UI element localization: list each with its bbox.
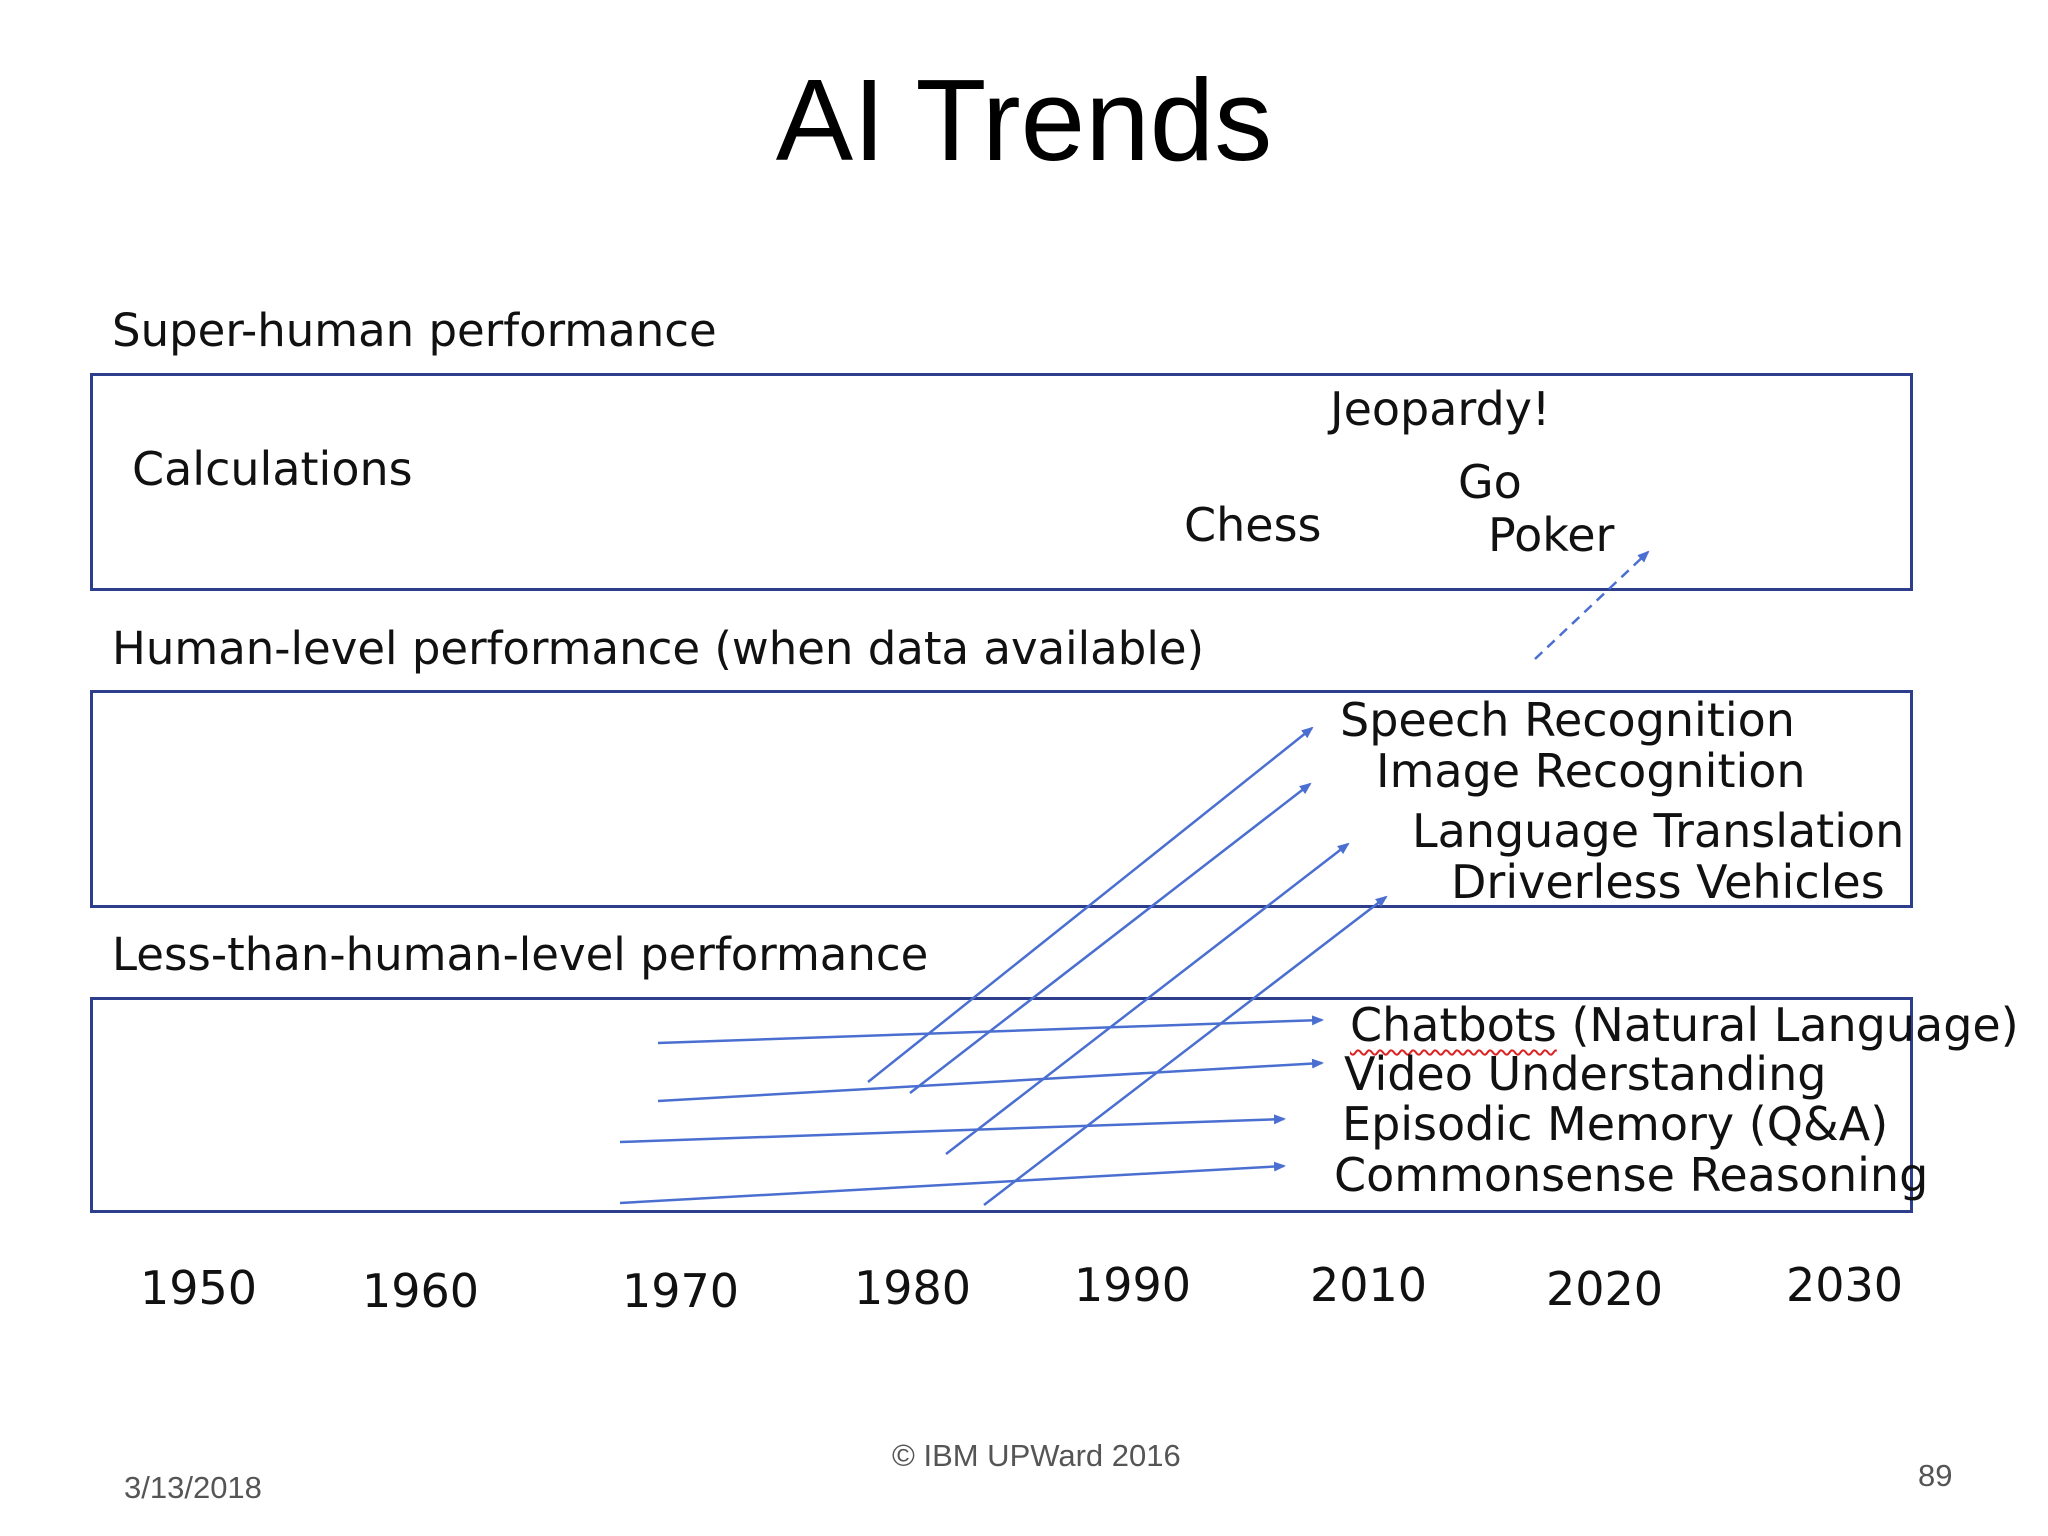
human-level-band bbox=[90, 690, 1913, 908]
item-language-translation: Language Translation bbox=[1412, 804, 1905, 858]
item-chatbots-word: Chatbots bbox=[1350, 998, 1557, 1052]
less-than-human-label: Less-than-human-level performance bbox=[112, 928, 929, 981]
slide-date: 3/13/2018 bbox=[124, 1470, 262, 1505]
year-1950: 1950 bbox=[140, 1261, 258, 1315]
copyright-text: © IBM UPWard 2016 bbox=[892, 1438, 1181, 1473]
item-episodic-memory: Episodic Memory (Q&A) bbox=[1342, 1097, 1889, 1151]
arrow-to-language-translation bbox=[945, 842, 1350, 1155]
year-1960: 1960 bbox=[362, 1264, 480, 1318]
item-video-understanding: Video Understanding bbox=[1344, 1047, 1827, 1101]
arrow-to-commonsense-reasoning bbox=[619, 1161, 1286, 1205]
less-than-human-band bbox=[90, 997, 1913, 1213]
year-2020: 2020 bbox=[1546, 1262, 1664, 1316]
item-calculations: Calculations bbox=[132, 442, 413, 496]
slide-title: AI Trends bbox=[775, 55, 1273, 185]
item-commonsense-reasoning: Commonsense Reasoning bbox=[1334, 1148, 1929, 1202]
year-2030: 2030 bbox=[1786, 1258, 1904, 1312]
year-1980: 1980 bbox=[854, 1261, 972, 1315]
item-speech-recognition: Speech Recognition bbox=[1340, 693, 1795, 747]
item-chess: Chess bbox=[1184, 498, 1322, 552]
year-1970: 1970 bbox=[622, 1264, 740, 1318]
item-driverless-vehicles: Driverless Vehicles bbox=[1451, 855, 1885, 909]
super-human-label: Super-human performance bbox=[112, 304, 717, 357]
item-poker: Poker bbox=[1488, 508, 1615, 562]
item-chatbots: Chatbots (Natural Language) bbox=[1350, 1002, 2019, 1048]
year-1990: 1990 bbox=[1074, 1258, 1192, 1312]
year-2010: 2010 bbox=[1310, 1258, 1428, 1312]
item-chatbots-paren: (Natural Language) bbox=[1571, 998, 2019, 1052]
human-level-label: Human-level performance (when data avail… bbox=[112, 622, 1205, 675]
arrow-to-speech-recognition bbox=[867, 726, 1314, 1083]
dashed-arrow-to-poker bbox=[1534, 550, 1650, 660]
arrow-to-episodic-memory bbox=[619, 1114, 1286, 1144]
slide-number: 89 bbox=[1918, 1458, 1953, 1493]
item-go: Go bbox=[1458, 455, 1522, 509]
item-jeopardy: Jeopardy! bbox=[1330, 382, 1551, 436]
item-image-recognition: Image Recognition bbox=[1376, 744, 1806, 798]
arrow-to-chatbots bbox=[657, 1015, 1324, 1045]
arrow-to-driverless-vehicles bbox=[983, 895, 1388, 1206]
arrow-to-video-understanding bbox=[657, 1058, 1324, 1103]
super-human-band bbox=[90, 373, 1913, 591]
arrow-to-image-recognition bbox=[909, 782, 1312, 1094]
